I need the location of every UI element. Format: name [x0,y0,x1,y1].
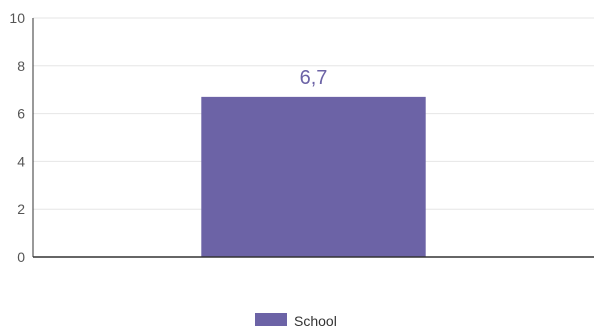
y-tick-label: 4 [17,153,25,169]
bar-value-label: 6,7 [300,67,328,89]
data-labels: 6,7 [300,67,328,89]
y-tick-label: 0 [17,249,25,265]
bar [201,96,426,258]
y-tick-label: 2 [17,201,25,217]
bars [201,96,426,258]
y-tick-label: 6 [17,106,25,122]
y-tick-label: 10 [9,10,25,26]
y-axis-ticks: 0 2 4 6 8 10 [9,10,25,265]
legend-label: School [294,313,337,329]
axes [32,18,594,258]
legend-swatch [255,313,287,326]
legend: School [255,313,337,329]
y-tick-label: 8 [17,58,25,74]
